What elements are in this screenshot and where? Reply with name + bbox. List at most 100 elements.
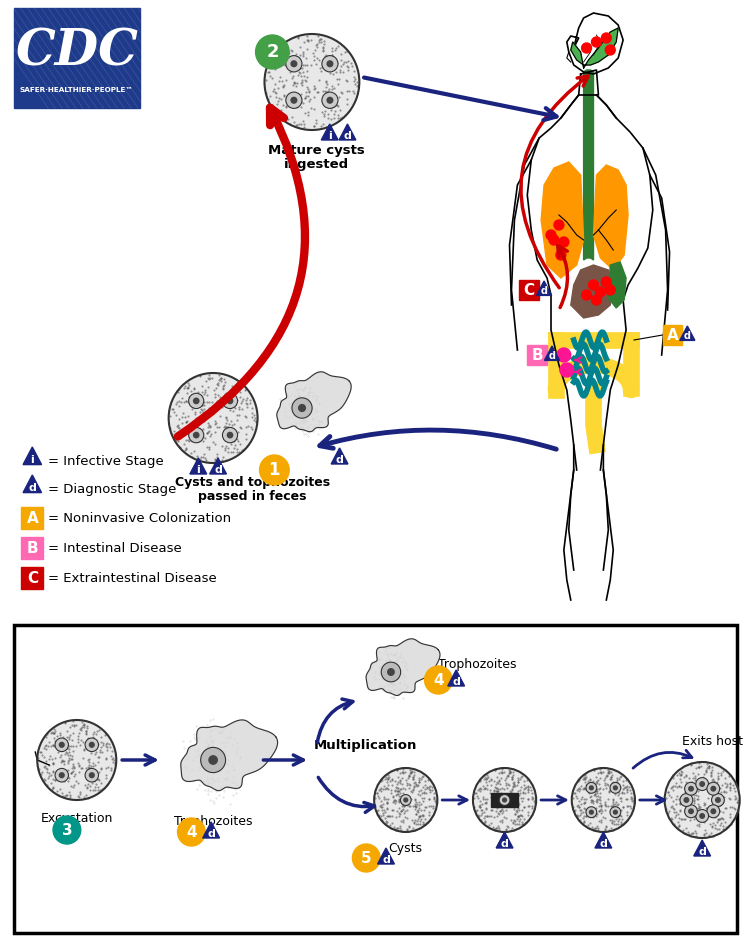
Point [706, 800, 718, 815]
Point [719, 775, 731, 790]
Point [62, 769, 74, 785]
Point [606, 815, 618, 830]
Point [61, 745, 73, 760]
Point [681, 787, 693, 802]
Point [219, 442, 231, 457]
Point [589, 803, 601, 819]
Point [232, 412, 244, 427]
Point [412, 803, 424, 819]
Point [228, 417, 240, 432]
Point [302, 82, 313, 97]
Point [423, 771, 435, 786]
Point [598, 795, 610, 810]
Point [505, 764, 517, 779]
Point [223, 440, 235, 455]
Point [687, 770, 699, 786]
Point [70, 717, 82, 732]
Point [603, 766, 615, 781]
Point [279, 38, 291, 53]
Point [694, 806, 706, 821]
Point [514, 786, 526, 801]
Point [182, 380, 194, 395]
Point [70, 738, 82, 753]
Point [598, 773, 610, 788]
Point [51, 784, 63, 799]
Point [665, 800, 677, 815]
Point [675, 791, 687, 806]
Point [87, 730, 99, 745]
Point [417, 814, 429, 829]
Point [95, 729, 107, 744]
Point [66, 752, 78, 767]
Point [277, 57, 289, 72]
Point [265, 69, 277, 84]
Point [476, 796, 488, 811]
Point [389, 774, 401, 789]
Point [685, 827, 697, 842]
Point [506, 783, 518, 798]
Point [381, 801, 393, 816]
Point [190, 448, 202, 463]
Point [494, 791, 506, 806]
Point [311, 39, 323, 54]
Point [606, 775, 618, 790]
Point [182, 386, 194, 401]
Point [183, 434, 195, 449]
Point [232, 407, 244, 422]
Point [72, 788, 84, 803]
Polygon shape [277, 372, 351, 432]
Point [698, 795, 709, 810]
Text: Cysts and tophozoites: Cysts and tophozoites [175, 476, 330, 489]
Point [91, 723, 103, 738]
Point [63, 729, 75, 744]
Point [716, 765, 728, 780]
Point [278, 78, 290, 93]
Point [180, 414, 192, 429]
Point [693, 779, 705, 794]
Point [266, 97, 278, 112]
Point [217, 380, 229, 395]
Point [502, 780, 514, 795]
Point [58, 753, 70, 769]
Point [325, 102, 337, 117]
Circle shape [286, 56, 302, 72]
Point [211, 420, 223, 435]
Point [235, 395, 247, 410]
Point [377, 796, 389, 811]
Point [578, 795, 590, 810]
Point [593, 799, 605, 814]
Point [65, 766, 77, 781]
Point [707, 828, 719, 843]
Point [226, 434, 238, 449]
Point [84, 760, 96, 775]
Point [479, 808, 491, 823]
Point [96, 782, 108, 797]
Point [691, 791, 703, 806]
Point [224, 423, 236, 438]
Point [712, 802, 724, 817]
Point [190, 410, 202, 425]
Point [202, 380, 214, 395]
Point [703, 782, 715, 797]
Circle shape [716, 798, 720, 802]
Point [334, 110, 346, 125]
Point [283, 99, 295, 114]
Point [93, 772, 105, 787]
Point [232, 433, 244, 448]
Point [172, 418, 184, 433]
Circle shape [59, 773, 64, 778]
Point [706, 819, 718, 835]
Polygon shape [23, 475, 41, 492]
Point [715, 816, 727, 831]
Point [341, 92, 353, 108]
Point [62, 753, 74, 769]
Point [519, 786, 531, 801]
Point [586, 819, 598, 835]
Point [278, 48, 290, 63]
Point [201, 425, 213, 440]
Point [423, 779, 435, 794]
Point [175, 431, 187, 446]
Point [403, 768, 415, 783]
Point [478, 769, 490, 785]
Point [417, 769, 429, 784]
